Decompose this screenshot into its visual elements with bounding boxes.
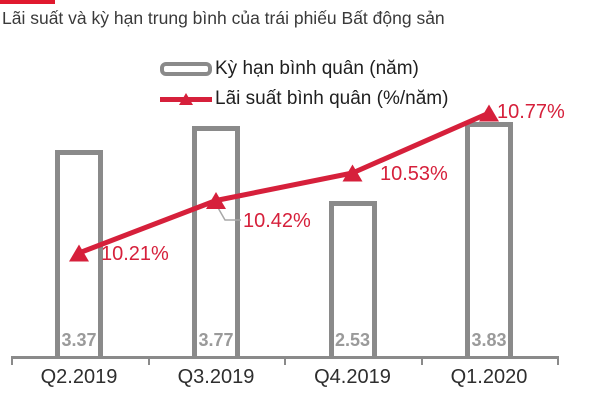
bar-value-label: 3.37: [61, 330, 97, 350]
x-axis-tick: [147, 356, 150, 365]
chart-title: Lãi suất và kỳ hạn trung bình của trái p…: [2, 8, 445, 28]
legend-label-rate: Lãi suất bình quân (%/năm): [215, 88, 449, 109]
x-axis-label: Q4.2019: [314, 366, 391, 388]
legend-label-maturity: Kỳ hạn bình quân (năm): [215, 58, 419, 79]
x-axis-tick: [284, 356, 286, 365]
bar-q1-2020: [465, 121, 513, 356]
bar-value-label: 3.77: [198, 330, 234, 350]
legend-item-maturity: Kỳ hạn bình quân (năm): [160, 58, 419, 80]
line-value-label: 10.77%: [497, 101, 565, 123]
x-axis-label: Q2.2019: [40, 366, 118, 388]
accent-bar: [0, 0, 55, 4]
line-value-label: 10.53%: [380, 163, 448, 185]
x-axis-label: Q1.2020: [450, 366, 528, 388]
line-triangle-swatch-icon: [160, 92, 212, 105]
bar-q2-2019: [55, 150, 103, 356]
legend-item-rate: Lãi suất bình quân (%/năm): [160, 88, 448, 110]
line-value-label: 10.42%: [243, 210, 311, 232]
x-axis-label: Q3.2019: [177, 366, 255, 388]
x-axis-tick: [11, 356, 13, 365]
bar-q3-2019: [192, 125, 240, 356]
bar-value-label: 2.53: [334, 330, 371, 350]
line-point-marker-icon: [479, 104, 499, 122]
x-axis-tick: [557, 356, 559, 365]
bar-swatch-icon: [160, 62, 212, 76]
bar-value-label: 3.83: [471, 330, 507, 350]
line-point-marker-icon: [342, 164, 363, 182]
line-value-label: 10.21%: [101, 243, 169, 265]
triangle-marker-icon: [179, 92, 193, 105]
x-axis-tick: [420, 356, 423, 365]
